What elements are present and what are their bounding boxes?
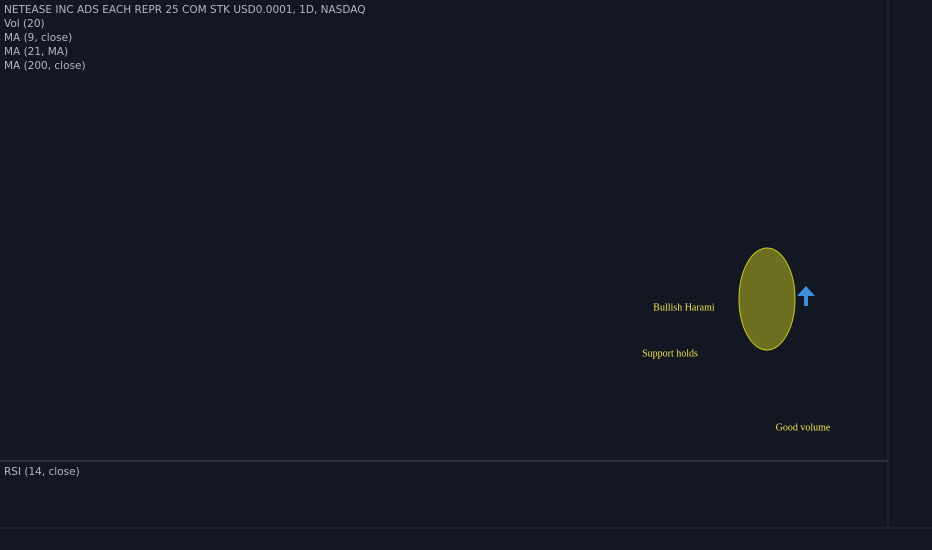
rsi-label: RSI (14, close) [4, 466, 80, 478]
indicator-label: MA (9, close) [4, 32, 72, 44]
text-layer: NETEASE INC ADS EACH REPR 25 COM STK USD… [4, 4, 831, 478]
indicator-label: Vol (20) [4, 18, 45, 30]
annotation: Support holds [642, 348, 698, 359]
annotation: Good volume [776, 422, 831, 433]
chart-title: NETEASE INC ADS EACH REPR 25 COM STK USD… [4, 4, 366, 16]
up-arrow [797, 286, 815, 306]
indicator-label: MA (21, MA) [4, 46, 68, 58]
annotation: Bullish Harami [653, 302, 715, 313]
overlay-layer [738, 247, 815, 351]
highlight-ellipse [738, 247, 796, 351]
indicator-label: MA (200, close) [4, 60, 86, 72]
